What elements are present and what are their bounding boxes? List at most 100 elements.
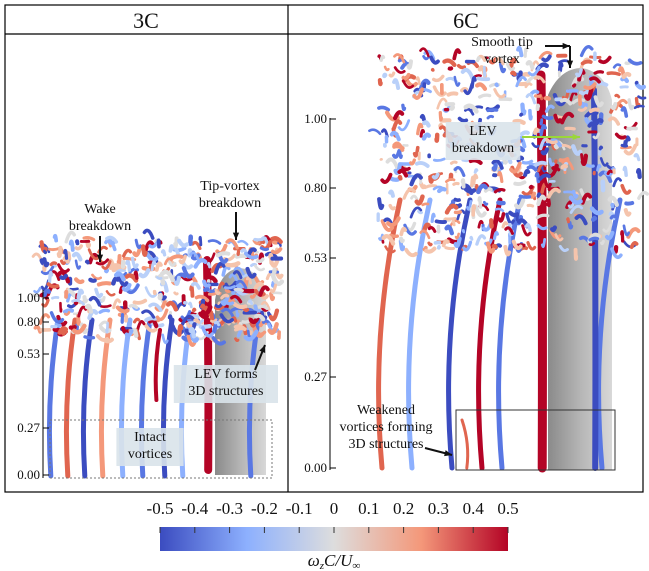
vortex [588,107,600,113]
vortex [154,261,163,272]
vortex [419,113,426,122]
vortex [477,196,483,209]
vortex [453,197,461,203]
vortex [131,327,139,339]
vortex [252,324,267,336]
label-part: ω [308,551,320,570]
vortex [604,230,615,241]
axis-tick-label: 0.80 [17,314,40,329]
vortex [108,263,122,271]
vortex [249,262,257,268]
vortex [141,309,156,319]
vortex [596,81,609,87]
vortex [388,203,397,211]
vortex [406,59,413,70]
vortex [193,318,201,324]
vortex [161,333,169,345]
arrow-head [572,133,580,141]
vortex [69,287,79,291]
annotation: Intact [134,430,166,445]
vortex [103,337,114,344]
vortex [56,314,68,327]
vortex [68,325,77,330]
vortex [580,153,586,163]
vortex [131,305,140,311]
vortex [401,72,411,81]
annotation: LEV forms [194,367,257,382]
vortex [463,82,474,96]
vortex [224,288,232,294]
annotation: breakdown [452,141,514,156]
vortex [577,106,588,112]
vortex [561,159,575,171]
vortex [414,161,430,168]
vortex [258,285,270,297]
vortex [497,212,506,223]
vortex [51,295,60,300]
vortex [200,303,207,313]
vortex [417,210,424,215]
vortex [620,145,632,150]
vortex [33,324,42,334]
vortex [545,197,551,206]
vortex [421,132,432,141]
vortex [59,301,63,313]
vortex [189,251,200,261]
vortex [219,313,234,324]
vortex [200,304,213,316]
vortex [168,244,175,253]
annotation: breakdown [69,219,131,234]
axis-tick-label: 0.00 [17,467,40,482]
vortex [269,291,276,302]
annotation: 3D structures [188,384,263,399]
vortex [128,267,140,274]
vortex [56,270,71,284]
vortex [40,265,55,276]
vortex [476,183,488,195]
vortex [134,238,142,250]
vortex [569,91,578,102]
vortex-tube [406,197,433,471]
vortex [635,168,642,180]
annotation: 3D structures [348,437,423,452]
vortex [486,114,495,120]
vortex [193,258,208,269]
axis-tick-label: 0.27 [304,369,327,384]
vortex [392,78,401,90]
axis-tick-label: 0.00 [304,460,327,475]
vortex [580,59,593,66]
vortex [213,261,226,275]
vortex [84,303,94,314]
vortex [482,200,489,206]
vortex [633,153,641,162]
arrow-head [566,60,574,68]
arrow-head [562,42,570,50]
vortex [116,254,122,266]
vortex [57,326,69,335]
vortex [187,301,193,309]
vortex [403,223,417,236]
vortex [580,192,593,205]
vortex [444,246,455,251]
vortex [419,128,426,138]
vortex [505,212,515,225]
vortex [388,176,401,182]
vortex [516,45,524,58]
vortex [593,70,605,75]
vortex [533,160,548,168]
vortex [397,168,409,178]
vortex [191,240,202,251]
vortex [401,103,407,112]
vortex [633,104,645,110]
vortex [550,225,558,233]
vortex [637,190,649,200]
vortex [416,122,424,136]
vortex [380,172,393,184]
vortex [122,248,133,258]
vortex [460,67,475,80]
vortex [241,288,256,294]
vortex [543,95,552,101]
vortex [477,219,484,229]
vortex [521,185,535,196]
